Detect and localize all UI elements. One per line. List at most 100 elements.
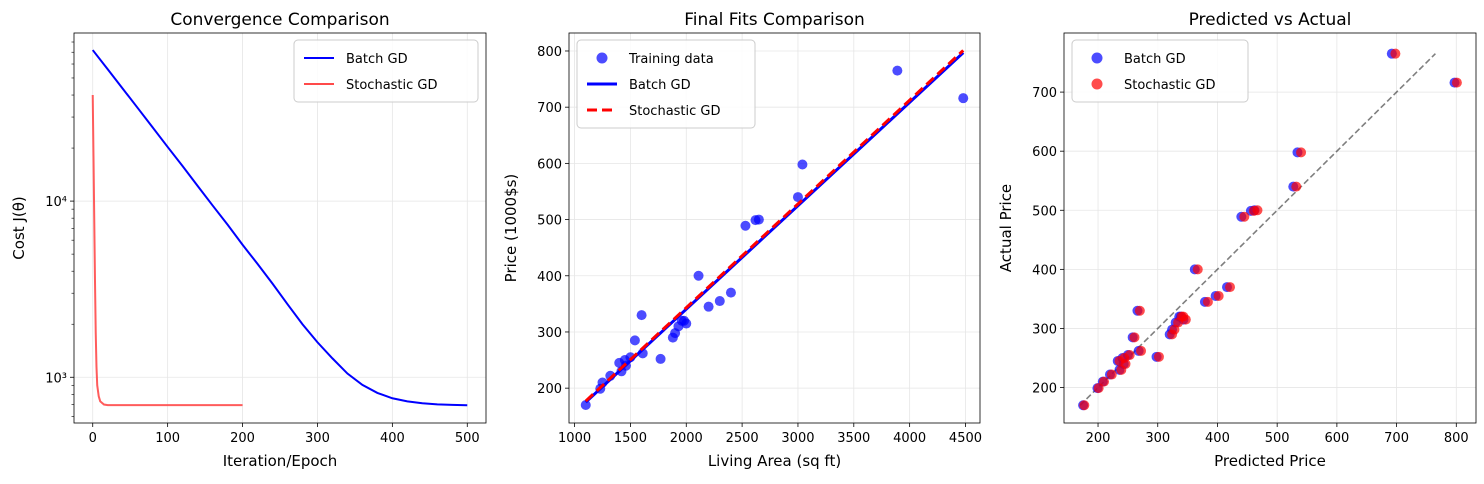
- data-point: [1390, 48, 1401, 59]
- chart-title: Final Fits Comparison: [684, 10, 865, 30]
- data-point: [1099, 376, 1110, 387]
- data-point: [1153, 351, 1164, 362]
- ticks: 200 300 400 500 600 700 800 200 300 400 500 600 700: [1032, 86, 1469, 446]
- subplot-2: 1000 1500 2000 2500 3000 3500 4000 4500 200 300 40…: [502, 10, 982, 470]
- series-line: [91, 49, 468, 407]
- plot-area: [1078, 48, 1462, 411]
- y-tick-label: 800: [537, 45, 562, 60]
- data-point: [693, 270, 704, 281]
- data-point: [1192, 264, 1203, 275]
- y-tick-label: 10⁴: [45, 195, 67, 210]
- chart-title: Predicted vs Actual: [1189, 10, 1352, 30]
- y-tick-label: 300: [537, 326, 562, 341]
- legend-label: Batch GD: [346, 52, 408, 67]
- legend-swatch: [1091, 52, 1103, 64]
- data-point: [1180, 314, 1191, 325]
- ticks: 0 100 200 300 400 500 10³ 10⁴: [45, 41, 480, 446]
- fit-line: [584, 49, 965, 403]
- x-tick-label: 3000: [781, 431, 814, 446]
- data-point: [1129, 332, 1140, 343]
- data-point: [714, 296, 725, 307]
- axes-frame: [73, 32, 487, 424]
- y-tick-label: 200: [1032, 382, 1057, 397]
- x-tick-label: 0: [89, 431, 97, 446]
- data-point: [1079, 400, 1090, 411]
- data-point: [1124, 350, 1135, 361]
- data-point: [1239, 211, 1250, 222]
- data-point: [892, 65, 903, 76]
- y-axis-label: Cost J(θ): [10, 196, 28, 259]
- x-tick-label: 4500: [949, 431, 982, 446]
- data-point: [753, 214, 764, 225]
- x-tick-label: 2000: [670, 431, 703, 446]
- legend: Batch GD Stochastic GD: [1071, 39, 1249, 103]
- data-point: [1213, 290, 1224, 301]
- y-tick-label: 400: [537, 270, 562, 285]
- data-point: [1120, 358, 1131, 369]
- x-tick-label: 700: [1384, 431, 1409, 446]
- y-tick-label: 500: [1032, 204, 1057, 219]
- y-tick-label: 700: [1032, 86, 1057, 101]
- data-point: [580, 400, 591, 411]
- data-point: [655, 353, 666, 364]
- x-tick-label: 400: [380, 431, 405, 446]
- x-tick-label: 200: [1086, 431, 1111, 446]
- legend-swatch: [1091, 78, 1103, 90]
- data-point: [725, 287, 736, 298]
- x-tick-label: 400: [1205, 431, 1230, 446]
- x-tick-label: 100: [155, 431, 180, 446]
- y-tick-label: 700: [537, 101, 562, 116]
- x-tick-label: 1000: [558, 431, 591, 446]
- legend-label: Stochastic GD: [629, 104, 721, 119]
- data-point: [958, 93, 969, 104]
- data-point: [1296, 147, 1307, 158]
- axes-frame: [568, 32, 981, 424]
- legend-label: Stochastic GD: [346, 78, 438, 93]
- x-tick-label: 4000: [893, 431, 926, 446]
- x-axis-label: Iteration/Epoch: [223, 452, 338, 470]
- legend-label: Batch GD: [1124, 52, 1186, 67]
- data-point: [636, 310, 647, 321]
- data-point: [1224, 282, 1235, 293]
- ticks: 1000 1500 2000 2500 3000 3500 4000 4500 200 300 40…: [537, 45, 982, 446]
- x-tick-label: 2500: [726, 431, 759, 446]
- grid: [1064, 33, 1476, 423]
- y-tick-label: 10³: [45, 371, 67, 386]
- x-tick-label: 200: [230, 431, 255, 446]
- x-tick-label: 3500: [837, 431, 870, 446]
- plot-area: [91, 49, 468, 407]
- y-axis-label: Price (1000$s): [502, 174, 520, 283]
- data-point: [797, 159, 808, 170]
- y-tick-label: 600: [537, 157, 562, 172]
- data-point: [629, 335, 640, 346]
- y-tick-label: 300: [1032, 322, 1057, 337]
- plot-area: [580, 49, 969, 411]
- legend: Training data Batch GD Stochastic GD: [576, 39, 756, 129]
- series-line: [91, 95, 243, 407]
- x-tick-label: 1500: [614, 431, 647, 446]
- data-point: [1134, 305, 1145, 316]
- legend-label: Stochastic GD: [1124, 78, 1216, 93]
- subplot-1: 0 100 200 300 400 500 10³ 10⁴ Convergence Compar…: [10, 10, 487, 470]
- y-tick-label: 500: [537, 214, 562, 229]
- data-point: [1202, 296, 1213, 307]
- x-tick-label: 800: [1444, 431, 1469, 446]
- x-tick-label: 300: [1145, 431, 1170, 446]
- legend-box: [1071, 39, 1249, 103]
- y-tick-label: 600: [1032, 145, 1057, 160]
- data-point: [792, 192, 803, 203]
- y-axis-label: Actual Price: [997, 184, 1015, 272]
- data-point: [703, 301, 714, 312]
- legend-box: [293, 39, 479, 103]
- data-point: [1106, 369, 1117, 380]
- legend-label: Batch GD: [629, 78, 691, 93]
- data-point: [740, 220, 751, 231]
- x-tick-label: 300: [305, 431, 330, 446]
- x-axis-label: Living Area (sq ft): [708, 452, 841, 470]
- legend-box: [576, 39, 756, 129]
- x-tick-label: 500: [455, 431, 480, 446]
- y-tick-label: 400: [1032, 263, 1057, 278]
- axes-frame: [1063, 32, 1477, 424]
- data-point: [681, 318, 692, 329]
- data-point: [1136, 345, 1147, 356]
